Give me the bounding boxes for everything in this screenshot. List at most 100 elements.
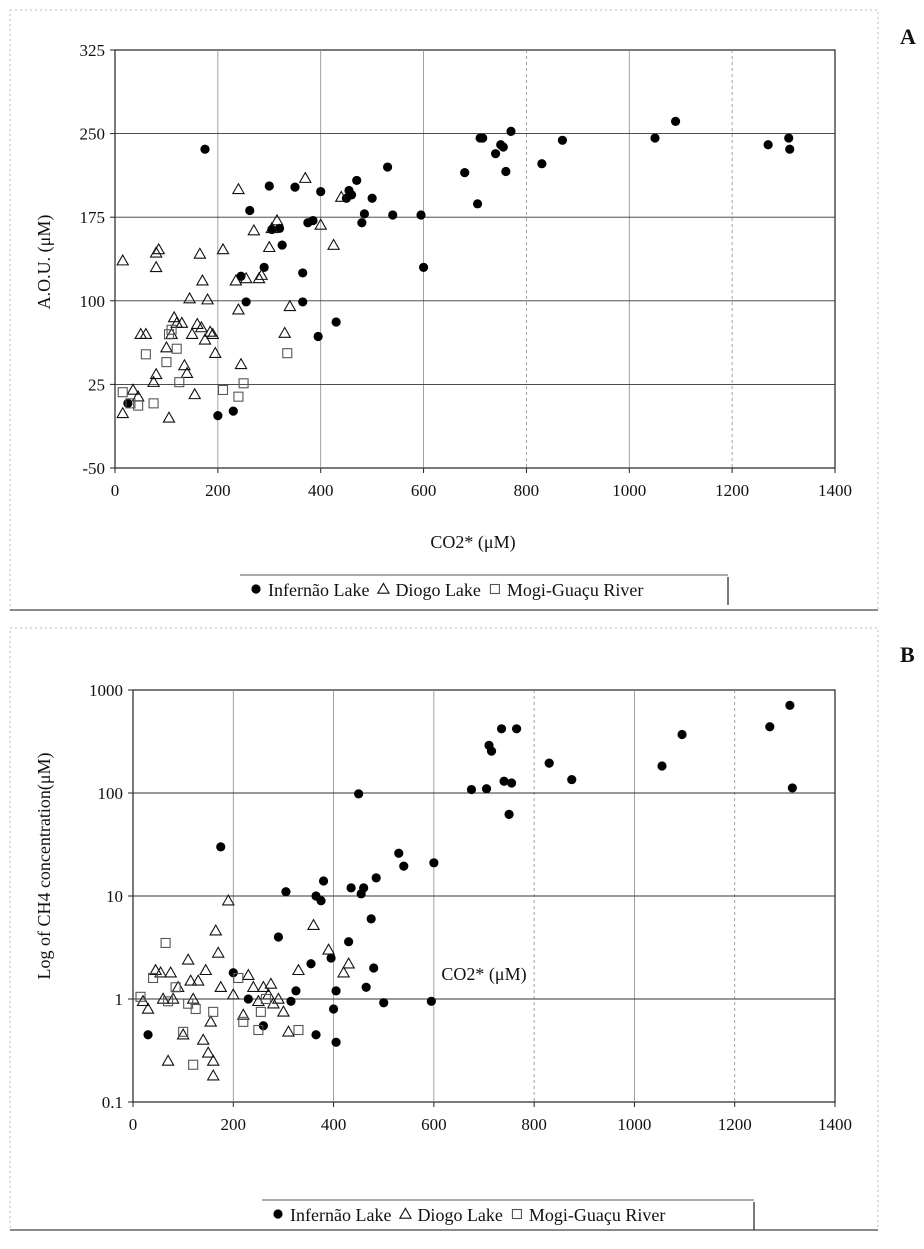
chart-a-point-diogo	[195, 274, 209, 286]
chart-b-x-tick-label: 400	[321, 1115, 347, 1134]
chart-b-point-diogo	[191, 974, 205, 986]
chart-a-point-infernao	[264, 181, 274, 191]
chart-a-point-diogo	[116, 406, 130, 419]
chart-b-y-ticks: 0.1 1 10 100 1000	[89, 681, 133, 1112]
chart-b-point-infernao	[466, 784, 477, 795]
chart-a-points	[116, 116, 795, 423]
chart-b-point-infernao	[657, 761, 667, 771]
chart-a-point-diogo	[216, 242, 230, 255]
chart-a-point-diogo	[183, 291, 197, 304]
chart-b-point-infernao	[429, 858, 439, 868]
chart-a-legend-label-diogo: Diogo Lake	[395, 580, 480, 600]
chart-a-x-tick-label: 200	[205, 481, 231, 500]
chart-b-y-tick-label: 10	[106, 887, 123, 906]
chart-a-y-tick-label: -50	[82, 459, 105, 478]
chart-a-x-tick-label: 1400	[818, 481, 852, 500]
chart-b-point-diogo	[241, 968, 255, 981]
chart-b-point-infernao	[281, 887, 291, 897]
chart-a-y-ticks: -50 25 100 175 250 325	[80, 41, 115, 478]
chart-b-point-diogo	[264, 977, 278, 989]
chart-a-outer-frame	[9, 9, 879, 611]
chart-b-point-infernao	[366, 914, 376, 924]
chart-a-x-tick-label: 0	[111, 481, 120, 500]
chart-a-point-diogo	[190, 317, 204, 329]
chart-a-point-diogo	[229, 274, 243, 286]
chart-b-point-infernao	[331, 1037, 341, 1047]
chart-a-point-infernao	[298, 297, 308, 307]
chart-b-point-mogi	[253, 1024, 264, 1036]
chart-a-point-diogo	[149, 367, 163, 380]
chart-b-legend-label-mogi: Mogi-Guaçu River	[529, 1205, 665, 1225]
chart-b-legend-label-diogo: Diogo Lake	[417, 1205, 502, 1225]
chart-a-point-mogi	[238, 378, 249, 389]
chart-b-point-infernao	[216, 842, 226, 852]
chart-a-point-diogo	[201, 292, 215, 305]
chart-b-point-mogi	[238, 1016, 249, 1027]
chart-b-point-mogi	[188, 1059, 199, 1070]
chart-a-point-infernao	[784, 133, 794, 143]
chart-a-x-axis-label: CO2* (μM)	[430, 532, 515, 553]
chart-b-point-diogo	[181, 953, 195, 965]
chart-a-y-tick-label: 25	[88, 375, 105, 394]
chart-a-x-tick-label: 1000	[612, 481, 646, 500]
chart-b-point-infernao	[311, 1030, 321, 1040]
chart-b-y-tick-label: 0.1	[102, 1093, 123, 1112]
chart-b-point-diogo	[154, 965, 168, 978]
chart-a-y-tick-label: 325	[80, 41, 106, 60]
chart-b-x-tick-label: 600	[421, 1115, 447, 1134]
chart-b-svg: 0 200 400 600 800 1000 1200 1400 0.11101001000 …	[9, 627, 915, 1231]
chart-a-x-tick-label: 600	[411, 481, 437, 500]
chart-a-point-diogo	[334, 190, 348, 202]
chart-b-point-mogi	[183, 998, 194, 1009]
chart-a-point-diogo	[231, 182, 245, 195]
chart-a-legend-marker-infernao	[251, 584, 261, 594]
chart-b-x-axis-label: CO2* (μM)	[441, 964, 526, 985]
chart-a-svg: 0 200 400 600 800 1000 1200 1400 -50 25 100 175 250…	[9, 9, 916, 611]
chart-b-grid	[133, 690, 835, 1102]
chart-b-point-diogo	[209, 924, 223, 936]
chart-a-point-infernao	[331, 317, 341, 327]
chart-a-point-diogo	[159, 340, 173, 353]
chart-a-point-infernao	[346, 190, 357, 200]
chart-b-point-diogo	[291, 963, 306, 976]
chart-a-point-diogo	[208, 346, 222, 358]
chart-a-point-mogi	[166, 324, 177, 335]
chart-b-point-diogo	[176, 1028, 190, 1040]
chart-b-point-infernao	[544, 758, 554, 768]
chart-a-frame	[9, 9, 879, 611]
chart-b-point-infernao	[318, 876, 329, 886]
chart-b-point-infernao	[426, 996, 436, 1006]
chart-a-legend-label-mogi: Mogi-Guaçu River	[507, 580, 643, 600]
chart-a-point-diogo	[162, 411, 176, 423]
chart-b-point-infernao	[346, 883, 356, 893]
chart-a-point-diogo	[247, 223, 261, 236]
chart-b-point-infernao	[399, 861, 409, 871]
chart-a-y-tick-label: 100	[80, 292, 106, 311]
chart-a-point-infernao	[490, 149, 501, 159]
chart-a-point-infernao	[382, 162, 393, 172]
chart-panel-a: 0 200 400 600 800 1000 1200 1400 -50 25 100 175 250…	[0, 0, 924, 620]
chart-b-point-diogo	[226, 988, 240, 1000]
chart-b-point-infernao	[765, 722, 775, 732]
chart-a-point-diogo	[255, 268, 269, 280]
chart-a-point-infernao	[277, 240, 287, 250]
chart-b-point-infernao	[567, 774, 577, 785]
chart-b-point-infernao	[486, 746, 497, 756]
chart-b-point-infernao	[354, 789, 364, 799]
chart-a-point-diogo	[234, 357, 248, 370]
chart-b-x-ticks: 0 200 400 600 800 1000 1200 1400	[129, 1102, 852, 1134]
chart-b-point-mogi	[260, 993, 271, 1005]
chart-a-point-infernao	[290, 182, 300, 192]
chart-b-legend-marker-mogi	[511, 1208, 522, 1220]
chart-a-point-diogo	[231, 303, 245, 315]
chart-b-point-infernao	[369, 963, 379, 973]
chart-b-point-mogi	[293, 1024, 304, 1036]
chart-a-point-mogi	[282, 348, 293, 359]
chart-a-point-infernao	[313, 331, 323, 342]
chart-a-legend-label-infernao: Infernão Lake	[268, 580, 369, 600]
chart-b-x-tick-label: 200	[221, 1115, 247, 1134]
chart-a-point-diogo	[149, 260, 163, 273]
chart-a-point-diogo	[177, 358, 191, 371]
chart-b-point-mogi	[160, 937, 171, 949]
chart-a-point-mogi	[161, 357, 172, 368]
